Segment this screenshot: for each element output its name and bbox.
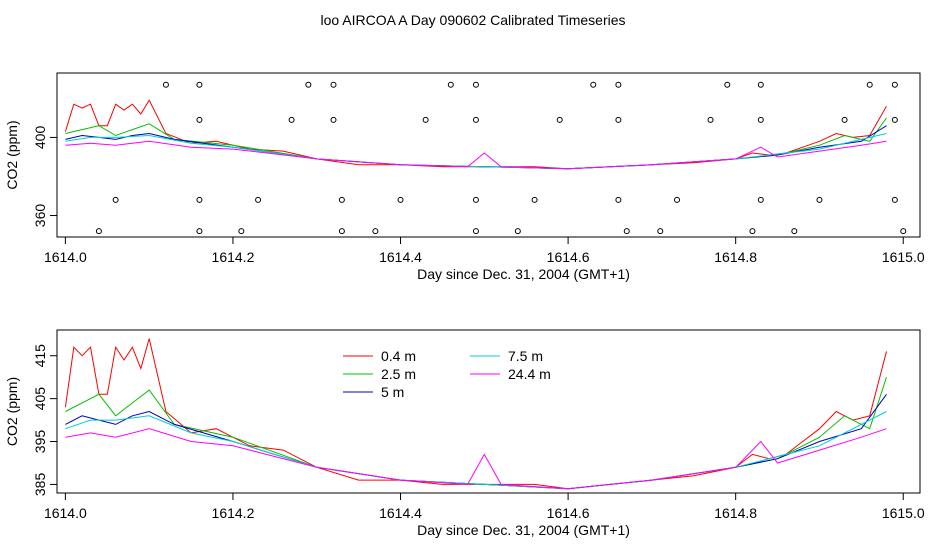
- marker-point: [891, 116, 898, 123]
- x-axis-label: Day since Dec. 31, 2004 (GMT+1): [417, 266, 630, 282]
- x-tick-label: 1614.2: [212, 249, 255, 265]
- marker-point: [531, 196, 538, 203]
- legend-label: 5 m: [381, 384, 404, 400]
- x-tick-label: 1614.4: [379, 249, 422, 265]
- series-line-7-5-m: [65, 133, 887, 170]
- y-tick-label: 415: [32, 344, 48, 368]
- marker-point: [238, 228, 245, 235]
- marker-point: [556, 116, 563, 123]
- x-tick-label: 1615.0: [882, 505, 925, 521]
- marker-point: [590, 81, 597, 88]
- series-line-24-4-m: [65, 140, 887, 170]
- marker-point: [422, 116, 429, 123]
- y-tick-label: 400: [32, 126, 48, 150]
- panel-top: 1614.0 1614.2 1614.4 1614.6 1614.8 1615.0 360 4…: [4, 72, 925, 282]
- marker-point: [288, 116, 295, 123]
- series-line-7-5-m: [65, 411, 887, 490]
- panel-bottom: 1614.0 1614.2 1614.4 1614.6 1614.8 1615.0 385 3…: [4, 329, 925, 538]
- legend: 0.4 m 2.5 m 5 m 7.5 m 24.4 m: [343, 348, 551, 400]
- series-line-0-4-m: [64, 99, 887, 170]
- marker-point: [162, 81, 169, 88]
- plot-area: [64, 338, 887, 490]
- marker-point: [816, 196, 823, 203]
- x-tick-label: 1614.8: [714, 249, 757, 265]
- marker-point: [338, 228, 345, 235]
- marker-point: [615, 116, 622, 123]
- marker-point: [338, 196, 345, 203]
- marker-point: [674, 196, 681, 203]
- x-tick-label: 1614.0: [44, 249, 87, 265]
- x-tick-label: 1614.6: [547, 505, 590, 521]
- x-tick-label: 1615.0: [882, 249, 925, 265]
- marker-point: [255, 196, 262, 203]
- x-tick-label: 1614.4: [379, 505, 422, 521]
- marker-point: [866, 81, 873, 88]
- marker-point: [330, 81, 337, 88]
- marker-point: [112, 196, 119, 203]
- marker-point: [657, 228, 664, 235]
- marker-point: [757, 116, 764, 123]
- marker-point: [397, 196, 404, 203]
- marker-point: [330, 116, 337, 123]
- marker-point: [623, 228, 630, 235]
- marker-point: [900, 228, 907, 235]
- legend-label: 7.5 m: [508, 348, 543, 364]
- y-tick-label: 405: [32, 387, 48, 411]
- series-line-2-5-m: [65, 377, 887, 490]
- plot-frame: [56, 72, 921, 238]
- series-line-0-4-m: [64, 338, 887, 490]
- marker-point: [305, 81, 312, 88]
- x-tick-label: 1614.0: [44, 505, 87, 521]
- y-tick-label: 360: [32, 204, 48, 228]
- marker-point: [514, 228, 521, 235]
- series-line-24-4-m: [65, 428, 887, 490]
- marker-point: [891, 196, 898, 203]
- x-tick-label: 1614.2: [212, 505, 255, 521]
- marker-point: [757, 81, 764, 88]
- marker-point: [196, 81, 203, 88]
- marker-point: [891, 81, 898, 88]
- marker-point: [707, 116, 714, 123]
- y-tick-label: 395: [32, 430, 48, 454]
- marker-point: [372, 228, 379, 235]
- marker-point: [724, 81, 731, 88]
- marker-point: [196, 228, 203, 235]
- marker-point: [757, 196, 764, 203]
- marker-point: [196, 196, 203, 203]
- marker-point: [472, 228, 479, 235]
- plot-frame: [56, 329, 921, 494]
- y-tick-label: 385: [32, 473, 48, 497]
- marker-point: [841, 116, 848, 123]
- y-axis-label: CO2 (ppm): [4, 377, 20, 446]
- marker-point: [472, 196, 479, 203]
- marker-point: [749, 228, 756, 235]
- marker-point: [472, 116, 479, 123]
- legend-label: 2.5 m: [381, 366, 416, 382]
- marker-point: [791, 228, 798, 235]
- legend-label: 0.4 m: [381, 348, 416, 364]
- x-tick-label: 1614.8: [714, 505, 757, 521]
- chart-title: loo AIRCOA A Day 090602 Calibrated Times…: [320, 12, 625, 28]
- marker-point: [615, 196, 622, 203]
- series-line-5-m: [65, 394, 887, 490]
- x-axis-label: Day since Dec. 31, 2004 (GMT+1): [417, 522, 630, 538]
- legend-label: 24.4 m: [508, 366, 551, 382]
- marker-point: [447, 81, 454, 88]
- marker-point: [615, 81, 622, 88]
- plot-area: [64, 81, 907, 235]
- marker-point: [95, 228, 102, 235]
- marker-point: [472, 81, 479, 88]
- x-tick-label: 1614.6: [547, 249, 590, 265]
- marker-point: [196, 116, 203, 123]
- y-axis-label: CO2 (ppm): [4, 120, 20, 189]
